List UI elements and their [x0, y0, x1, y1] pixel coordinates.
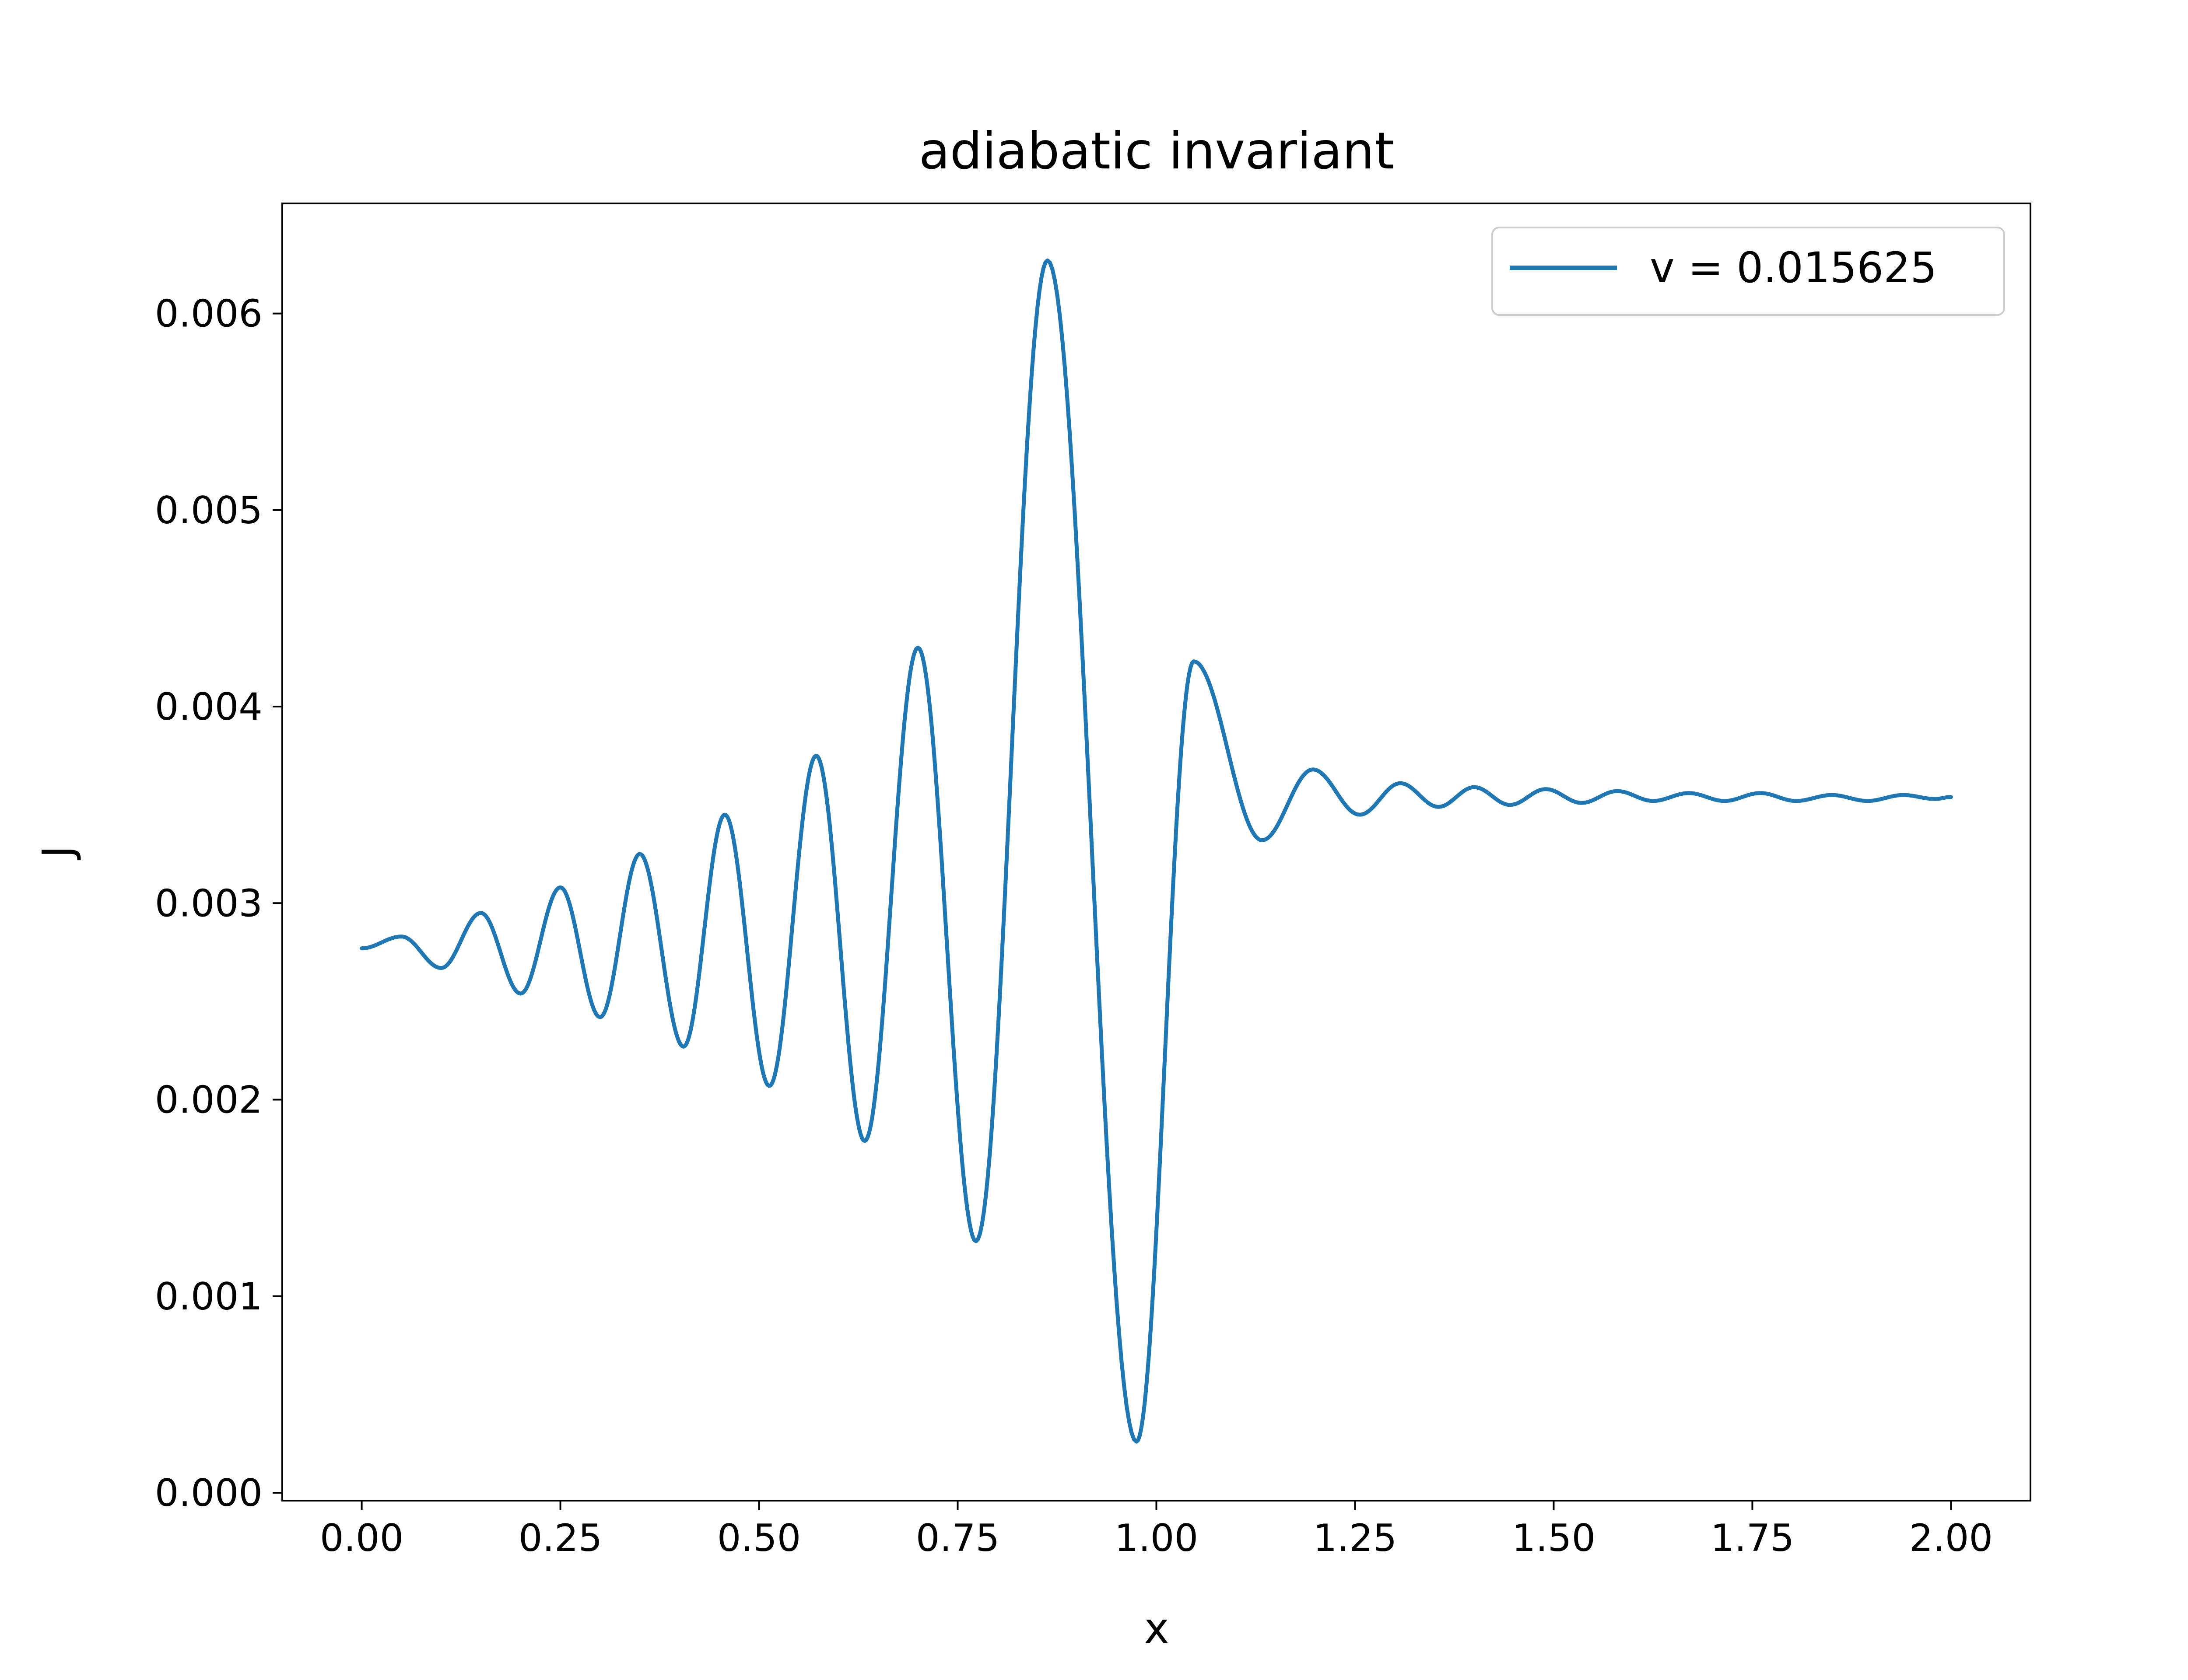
x-tick-label: 2.00: [1909, 1516, 1993, 1560]
y-tick-label: 0.003: [155, 882, 263, 925]
legend: v = 0.015625: [1491, 227, 2005, 316]
y-tick-label: 0.000: [155, 1471, 263, 1515]
y-tick-label: 0.006: [155, 292, 263, 336]
y-axis: 0.000 0.001 0.002 0.003 0.004 0.005 0.006: [155, 292, 282, 1515]
series-layer: [360, 258, 1953, 1444]
legend-label: v = 0.015625: [1650, 243, 1937, 292]
y-tick-label: 0.001: [155, 1275, 263, 1319]
x-tick-label: 1.00: [1115, 1516, 1198, 1560]
x-tick-label: 1.75: [1711, 1516, 1794, 1560]
x-tick-label: 0.50: [717, 1516, 801, 1560]
x-tick-label: 0.75: [916, 1516, 999, 1560]
legend-box: [1491, 227, 2005, 316]
y-tick-label: 0.005: [155, 489, 263, 532]
chart-title: adiabatic invariant: [919, 122, 1395, 181]
x-axis-label: x: [1144, 1604, 1169, 1653]
x-tick-label: 0.25: [519, 1516, 602, 1560]
y-tick-label: 0.004: [155, 685, 263, 729]
y-tick-label: 0.002: [155, 1078, 263, 1122]
x-axis: 0.00 0.25 0.50 0.75 1.00 1.25 1.50 1.75 2.00: [320, 1501, 1993, 1560]
y-axis-label: J: [33, 846, 82, 860]
x-tick-label: 0.00: [320, 1516, 403, 1560]
x-tick-label: 1.25: [1313, 1516, 1397, 1560]
series-line: [360, 258, 1953, 1444]
x-tick-label: 1.50: [1512, 1516, 1595, 1560]
